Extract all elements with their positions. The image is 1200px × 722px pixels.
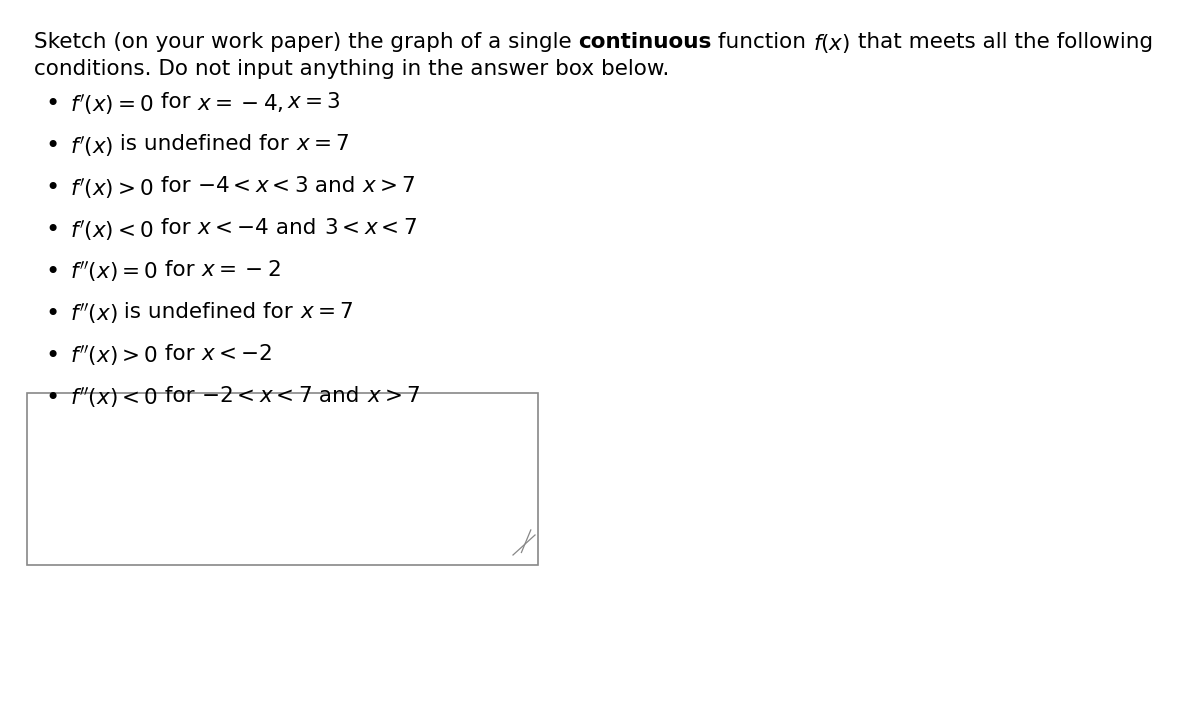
Text: for: for — [157, 260, 202, 280]
Text: $f(x)$: $f(x)$ — [814, 32, 851, 56]
Text: for: for — [154, 176, 197, 196]
Text: continuous: continuous — [578, 32, 712, 53]
Text: and: and — [308, 176, 362, 196]
Text: conditions. Do not input anything in the answer box below.: conditions. Do not input anything in the… — [34, 59, 668, 79]
Text: $f''(x) = 0$: $f''(x) = 0$ — [70, 260, 157, 284]
Text: for: for — [157, 344, 202, 364]
Text: $-4 < x < 3$: $-4 < x < 3$ — [197, 176, 308, 196]
Text: •: • — [46, 344, 60, 367]
Text: and: and — [269, 218, 324, 238]
Text: $x = 7$: $x = 7$ — [300, 302, 354, 322]
Text: for: for — [157, 386, 202, 406]
Text: •: • — [46, 176, 60, 200]
Text: and: and — [312, 386, 366, 406]
Text: •: • — [46, 218, 60, 242]
Text: $x = -4,$: $x = -4,$ — [197, 92, 283, 114]
Text: •: • — [46, 134, 60, 158]
Text: $x > 7$: $x > 7$ — [366, 386, 420, 406]
Text: $3 < x < 7$: $3 < x < 7$ — [324, 218, 416, 238]
Text: $f''(x) < 0$: $f''(x) < 0$ — [70, 386, 157, 410]
Text: •: • — [46, 386, 60, 409]
Text: that meets all the following: that meets all the following — [851, 32, 1153, 53]
Text: function: function — [712, 32, 814, 53]
Text: •: • — [46, 302, 60, 326]
Text: $x = 7$: $x = 7$ — [295, 134, 349, 155]
Text: $f'(x) < 0$: $f'(x) < 0$ — [70, 218, 154, 243]
Text: Sketch (on your work paper) the graph of a single: Sketch (on your work paper) the graph of… — [34, 32, 578, 53]
Text: $x < -2$: $x < -2$ — [202, 344, 272, 364]
Text: is undefined for: is undefined for — [113, 134, 295, 155]
Text: $x = -2$: $x = -2$ — [202, 260, 281, 280]
Text: is undefined for: is undefined for — [118, 302, 300, 322]
Text: $f'(x)$: $f'(x)$ — [70, 134, 113, 159]
Text: $x < -4$: $x < -4$ — [197, 218, 269, 238]
Text: $f'(x) > 0$: $f'(x) > 0$ — [70, 176, 154, 201]
Text: •: • — [46, 260, 60, 284]
Text: $x > 7$: $x > 7$ — [362, 176, 416, 196]
Text: $-2 < x < 7$: $-2 < x < 7$ — [202, 386, 312, 406]
Text: $\, x = 3$: $\, x = 3$ — [283, 92, 340, 113]
Text: $f''(x)$: $f''(x)$ — [70, 302, 118, 326]
Text: for: for — [154, 92, 197, 113]
Text: for: for — [154, 218, 197, 238]
Text: $f''(x) > 0$: $f''(x) > 0$ — [70, 344, 157, 368]
Text: $f'(x) = 0$: $f'(x) = 0$ — [70, 92, 154, 117]
Bar — [28, 393, 538, 565]
Text: •: • — [46, 92, 60, 116]
